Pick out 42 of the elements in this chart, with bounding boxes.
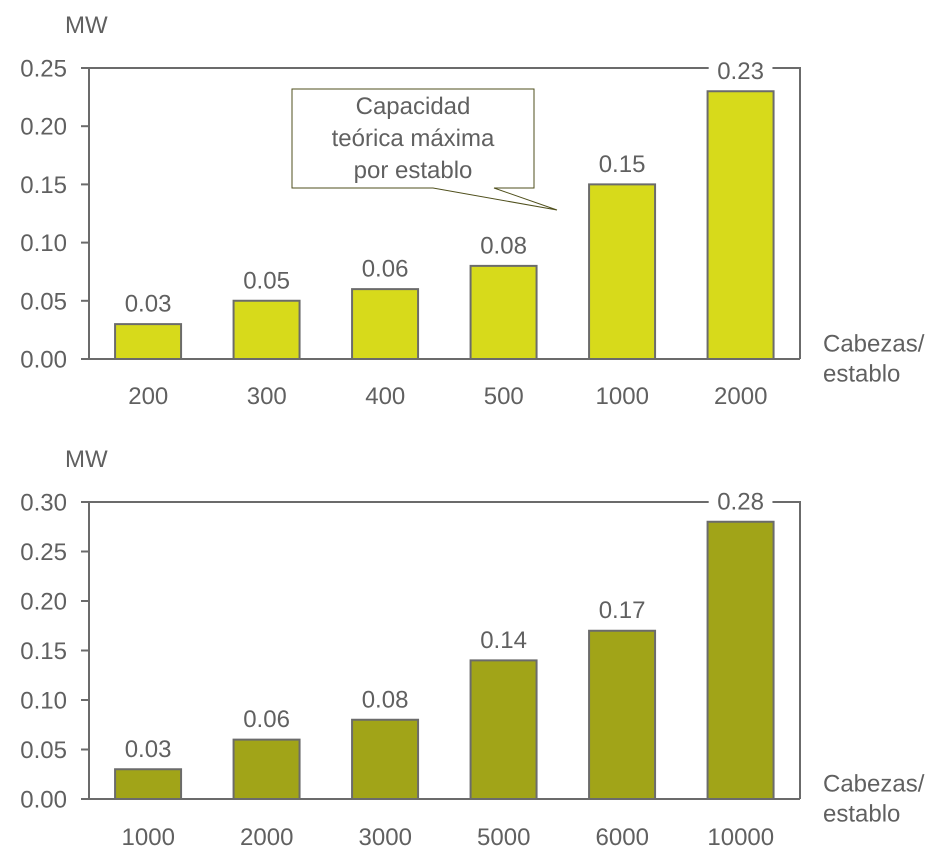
y-tick-label: 0.05 <box>20 737 67 764</box>
data-label: 0.15 <box>598 150 646 178</box>
y-tick-label: 0.20 <box>20 114 67 141</box>
x-tick-label: 400 <box>365 383 406 410</box>
x-tick-label: 6000 <box>596 824 649 846</box>
x-tick-label: 1000 <box>122 824 175 846</box>
y-tick-label: 0.10 <box>20 688 67 715</box>
data-label: 0.14 <box>480 626 527 654</box>
x-tick-label: 3000 <box>358 824 412 846</box>
x-tick-label: 300 <box>246 383 287 410</box>
y-tick-label: 0.15 <box>20 638 67 666</box>
x-axis-title: Cabezas/ establo <box>823 770 925 828</box>
y-axis-title: MW <box>65 12 108 38</box>
x-tick-label: 1000 <box>596 383 649 410</box>
y-tick-label: 0.00 <box>20 786 67 814</box>
y-tick-label: 0.05 <box>20 288 67 316</box>
x-tick-label: 2000 <box>714 383 768 410</box>
x-tick-label: 200 <box>128 383 168 410</box>
y-tick-label: 0.15 <box>20 172 67 199</box>
data-label: 0.08 <box>362 686 408 714</box>
annotation: Capacidad teórica máxima por establo <box>332 93 496 184</box>
data-label: 0.06 <box>362 256 408 283</box>
data-label: 0.03 <box>124 736 172 763</box>
x-tick-label: 10000 <box>707 824 774 846</box>
data-label: 0.03 <box>124 290 172 318</box>
y-axis-title: MW <box>65 446 108 472</box>
y-tick-label: 0.25 <box>20 56 67 83</box>
x-axis-title: Cabezas/ establo <box>823 330 925 388</box>
y-tick-label: 0.25 <box>20 539 67 566</box>
y-tick-label: 0.30 <box>20 490 67 517</box>
data-label: 0.08 <box>480 232 527 260</box>
data-label: 0.05 <box>243 267 290 294</box>
x-tick-label: 2000 <box>240 824 294 846</box>
y-tick-label: 0.20 <box>20 588 67 616</box>
data-label: 0.17 <box>598 597 646 624</box>
x-tick-label: 500 <box>484 383 524 410</box>
data-label: 0.06 <box>243 706 290 734</box>
data-label: 0.28 <box>717 488 764 516</box>
y-tick-label: 0.10 <box>20 230 67 258</box>
y-tick-label: 0.00 <box>20 346 67 374</box>
x-tick-label: 5000 <box>477 824 530 846</box>
data-label: 0.23 <box>717 58 764 85</box>
